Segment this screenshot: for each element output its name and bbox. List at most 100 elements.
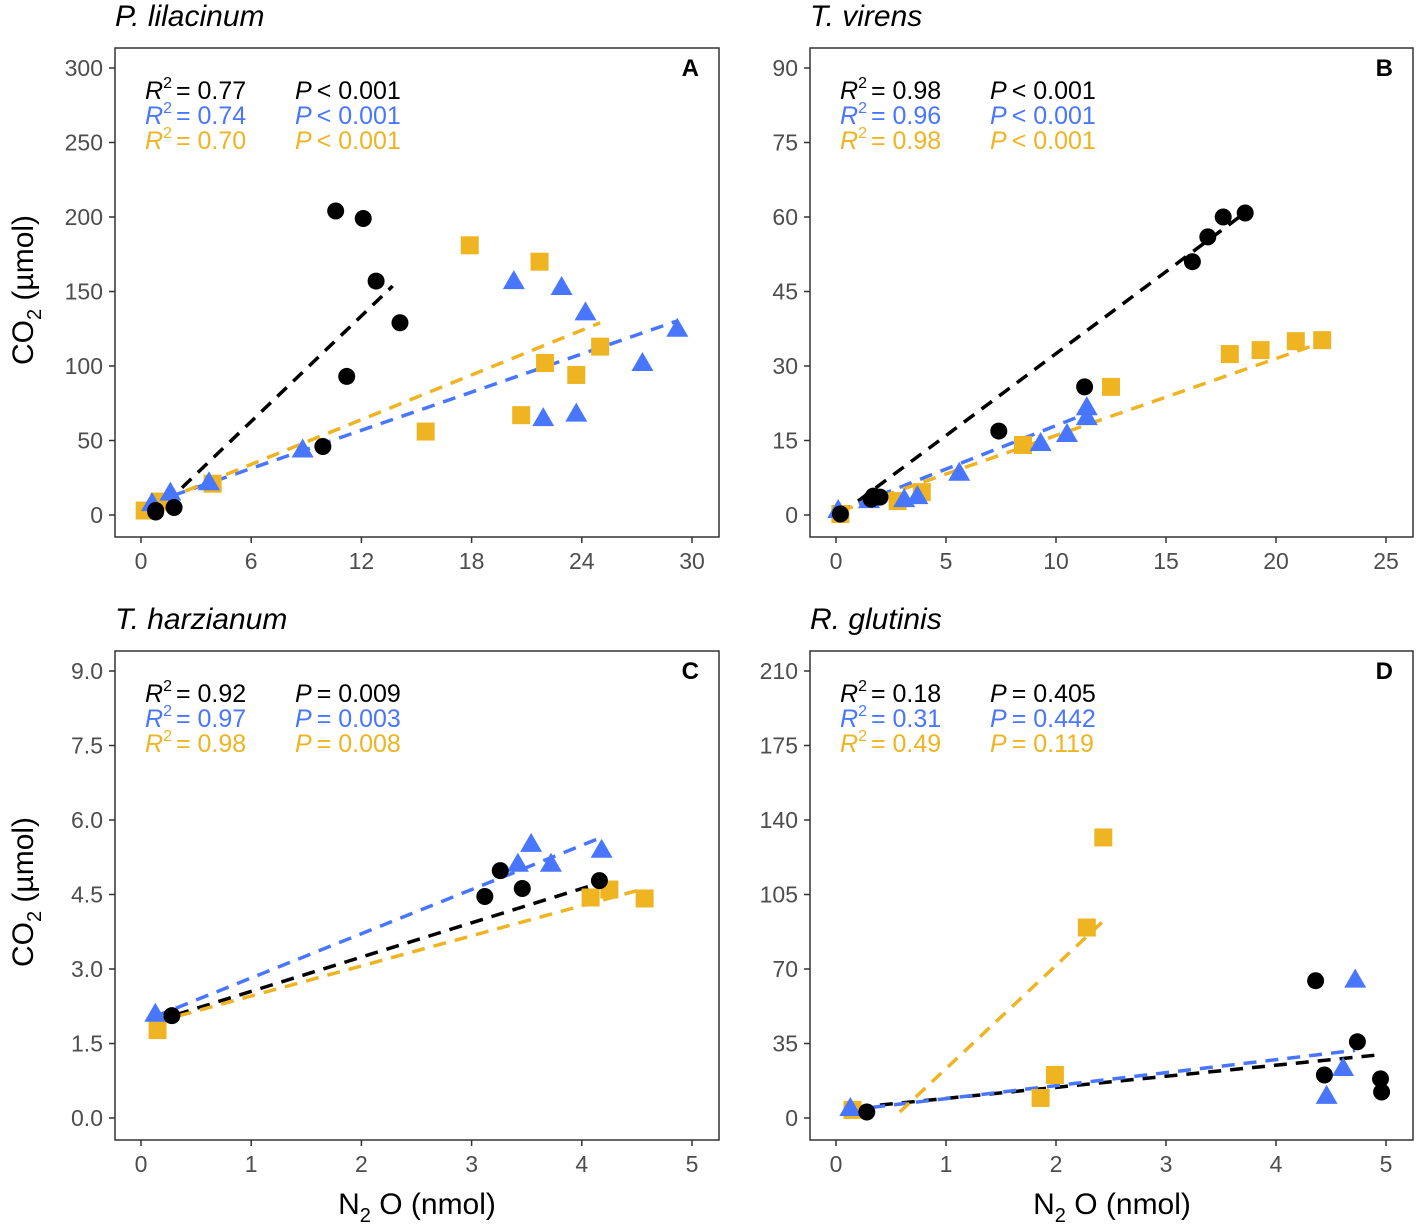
x-tick-label: 4 (575, 1151, 588, 1177)
data-point-blue (1075, 406, 1098, 426)
y-tick-label: 9.0 (71, 658, 103, 684)
p-symbol: P (295, 102, 312, 130)
r-superscript: 2 (163, 703, 172, 720)
x-tick-label: 0 (135, 548, 148, 574)
data-point-orange (1251, 341, 1270, 360)
data-point-blue (539, 852, 562, 872)
x-tick-label: 3 (1160, 1151, 1173, 1177)
data-point-blue (893, 488, 916, 508)
data-point-blue (502, 270, 525, 290)
data-point-black (831, 505, 849, 523)
data-point-blue (839, 1096, 862, 1116)
p-value: < 0.001 (317, 102, 401, 130)
data-point-orange (581, 888, 600, 907)
data-point-blue (550, 276, 573, 296)
data-point-black (147, 503, 165, 521)
x-tick-label: 0 (830, 548, 843, 574)
r-squared-value: = 0.92 (176, 680, 246, 708)
r-superscript: 2 (858, 678, 867, 695)
data-point-orange (1094, 828, 1113, 847)
data-point-blue (1344, 968, 1367, 988)
xlabel-sub: 2 (1055, 1205, 1066, 1226)
r-superscript: 2 (858, 75, 867, 92)
r-superscript: 2 (858, 100, 867, 117)
data-point-blue (197, 471, 220, 491)
r-squared-label: R2 = 0.96 (840, 100, 941, 130)
p-symbol: P (295, 680, 312, 708)
y-tick-label: 70 (772, 956, 798, 982)
p-value-label: P < 0.001 (295, 102, 401, 130)
r-symbol: R (840, 730, 858, 758)
y-tick-label: 200 (65, 204, 103, 230)
y-tick-label: 7.5 (71, 733, 103, 759)
r-squared-value: = 0.18 (871, 680, 941, 708)
p-value: < 0.001 (1012, 77, 1096, 105)
r-squared-label: R2 = 0.77 (145, 75, 246, 105)
p-value-label: P = 0.003 (295, 705, 401, 733)
data-point-black (338, 367, 356, 385)
data-point-blue (159, 481, 182, 501)
data-point-black (165, 499, 183, 517)
x-axis-label-left: N2 O (nmol) (338, 1188, 496, 1226)
p-symbol: P (990, 102, 1007, 130)
y-tick-label: 60 (772, 204, 798, 230)
panel-title: P. lilacinum (115, 0, 265, 33)
r-squared-label: R2 = 0.98 (840, 75, 941, 105)
data-point-black (1348, 1033, 1366, 1051)
r-squared-label: R2 = 0.98 (840, 125, 941, 155)
p-value: = 0.442 (1012, 705, 1096, 733)
r-squared-label: R2 = 0.92 (145, 678, 246, 708)
ylabel-main: CO (7, 320, 40, 365)
p-value-label: P = 0.009 (295, 680, 401, 708)
p-symbol: P (295, 127, 312, 155)
y-tick-label: 150 (65, 279, 103, 305)
data-point-black (862, 490, 880, 508)
data-point-blue (574, 301, 597, 321)
data-point-blue (506, 852, 529, 872)
p-value: < 0.001 (317, 77, 401, 105)
p-value-label: P < 0.001 (295, 77, 401, 105)
data-point-black (354, 209, 372, 227)
xlabel-rest: O (nmol) (371, 1188, 496, 1221)
r-symbol: R (840, 102, 858, 130)
r-squared-value: = 0.97 (176, 705, 246, 733)
x-axis-label-right: N2 O (nmol) (1033, 1188, 1191, 1226)
regression-line-black (839, 211, 1247, 516)
ylabel-sub: 2 (24, 309, 46, 320)
data-point-blue (948, 461, 971, 481)
data-point-blue (906, 485, 929, 505)
x-tick-label: 30 (679, 548, 705, 574)
data-point-black (990, 422, 1008, 440)
y-tick-label: 45 (772, 279, 798, 305)
y-tick-label: 0 (785, 502, 798, 528)
regression-line-orange (898, 918, 1106, 1114)
r-squared-label: R2 = 0.70 (145, 125, 246, 155)
data-point-black (590, 872, 608, 890)
x-tick-label: 12 (349, 548, 375, 574)
p-symbol: P (295, 705, 312, 733)
p-value-label: P = 0.119 (990, 730, 1094, 758)
data-point-orange (567, 365, 586, 384)
data-point-blue (666, 317, 689, 337)
p-symbol: P (295, 730, 312, 758)
x-tick-label: 6 (245, 548, 258, 574)
regression-line-blue (154, 835, 603, 1019)
data-point-orange (1031, 1088, 1050, 1107)
p-symbol: P (990, 705, 1007, 733)
y-tick-label: 175 (760, 733, 798, 759)
panel-title: T. virens (810, 0, 922, 33)
y-tick-label: 100 (65, 353, 103, 379)
ylabel-rest: (µmol) (7, 215, 40, 309)
r-superscript: 2 (163, 75, 172, 92)
r-squared-value: = 0.98 (871, 127, 941, 155)
data-point-orange (1045, 1066, 1064, 1085)
plot-frame (809, 47, 1414, 538)
x-tick-label: 5 (686, 1151, 699, 1177)
data-point-black (1373, 1083, 1391, 1101)
regression-line-black (154, 880, 603, 1023)
data-point-black (1307, 972, 1325, 990)
r-superscript: 2 (858, 703, 867, 720)
y-tick-label: 30 (772, 353, 798, 379)
